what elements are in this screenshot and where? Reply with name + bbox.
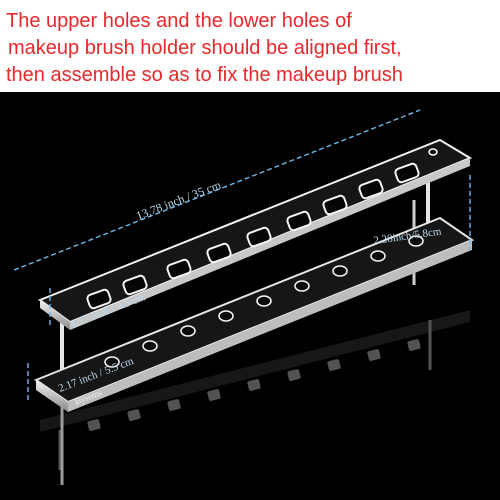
lower-tier — [33, 216, 475, 412]
instruction-caption: The upper holes and the lower holes of m… — [0, 0, 500, 92]
caption-line-2: makeup brush holder should be aligned fi… — [8, 37, 402, 59]
dimension-lines — [13, 109, 471, 400]
caption-line-1: The upper holes and the lower holes of — [6, 10, 352, 32]
length-dimension-label: 13.78 inch / 35 cm — [134, 177, 223, 222]
caption-line-3: then assemble so as to fix the makeup br… — [6, 64, 403, 86]
reflection — [40, 310, 470, 470]
upper-tier — [37, 138, 473, 330]
